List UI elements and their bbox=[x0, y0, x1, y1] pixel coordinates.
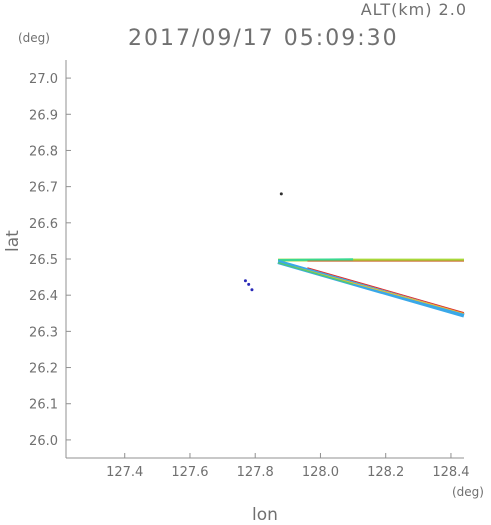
data-band bbox=[277, 261, 354, 286]
data-band bbox=[294, 266, 465, 314]
data-point bbox=[279, 192, 283, 196]
x-tick-label: 127.8 bbox=[237, 465, 274, 480]
x-tick-label: 128.0 bbox=[302, 465, 339, 480]
y-tick-label: 26.5 bbox=[29, 253, 58, 268]
y-tick-label: 26.4 bbox=[29, 289, 58, 304]
data-point bbox=[250, 288, 254, 292]
altitude-label: ALT(km) 2.0 bbox=[360, 0, 467, 19]
y-tick-label: 26.8 bbox=[29, 144, 58, 159]
data-band bbox=[278, 258, 354, 262]
y-tick-label: 26.1 bbox=[29, 398, 58, 413]
x-axis-unit: (deg) bbox=[452, 485, 484, 499]
y-axis-unit: (deg) bbox=[18, 31, 50, 45]
y-tick-label: 26.6 bbox=[29, 217, 58, 232]
y-tick-label: 26.9 bbox=[29, 108, 58, 123]
y-tick-label: 26.7 bbox=[29, 181, 58, 196]
x-axis-label: lon bbox=[252, 505, 278, 525]
x-tick-label: 128.2 bbox=[367, 465, 404, 480]
y-tick-label: 26.0 bbox=[29, 434, 58, 449]
data-band bbox=[307, 267, 465, 314]
chart-title: 2017/09/17 05:09:30 bbox=[128, 26, 399, 51]
y-tick-label: 27.0 bbox=[29, 72, 58, 87]
x-tick-label: 128.4 bbox=[432, 465, 469, 480]
x-tick-label: 127.6 bbox=[171, 465, 208, 480]
data-point bbox=[247, 282, 251, 286]
x-tick-label: 127.4 bbox=[106, 465, 143, 480]
y-tick-label: 26.2 bbox=[29, 362, 58, 377]
y-tick-label: 26.3 bbox=[29, 325, 58, 340]
data-point bbox=[243, 279, 247, 283]
